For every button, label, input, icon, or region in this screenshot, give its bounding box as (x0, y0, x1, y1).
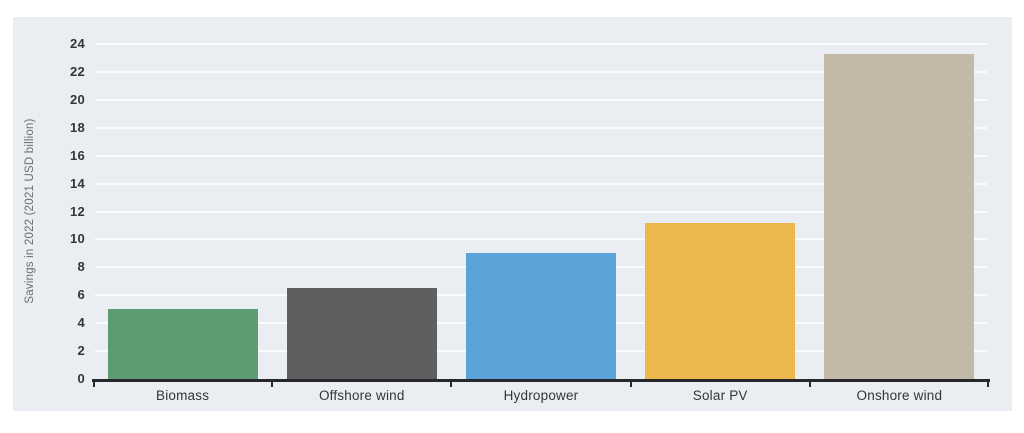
y-tick-label: 14 (69, 175, 85, 191)
x-axis-tick (987, 379, 989, 387)
x-axis-line (92, 379, 990, 382)
y-axis-title: Savings in 2022 (2021 USD billion) (24, 118, 36, 304)
plot-area: 0 2 4 6 8 10 12 14 16 18 20 22 24 Biomass Offshore wi… (70, 36, 990, 403)
y-tick-label: 6 (77, 287, 85, 303)
y-tick-label: 2 (77, 343, 85, 359)
y-tick-label: 16 (69, 147, 85, 163)
bar-offshore-wind (286, 288, 437, 379)
y-tick-label: 4 (77, 315, 85, 331)
gridline-20 (95, 98, 987, 101)
bar-hydropower (466, 253, 616, 379)
x-tick-label-solar-pv: Solar PV (692, 388, 748, 403)
bar-biomass (107, 309, 258, 379)
gridline-16 (95, 154, 987, 157)
gridline-10 (95, 238, 987, 241)
y-tick-label: 10 (69, 231, 85, 247)
bar-onshore-wind (824, 53, 975, 379)
y-tick-label: 8 (77, 259, 85, 275)
y-tick-label: 24 (69, 36, 85, 51)
y-tick-label: 22 (69, 63, 85, 79)
x-axis-tick (450, 379, 453, 387)
x-axis-tick (93, 379, 95, 387)
x-tick-label-onshore-wind: Onshore wind (856, 388, 943, 403)
x-tick-label-hydropower: Hydropower (503, 388, 579, 403)
y-tick-label: 0 (77, 371, 85, 386)
gridline-12 (95, 210, 987, 213)
x-axis-tick (808, 379, 811, 387)
gridline-24 (95, 43, 987, 45)
x-tick-label-offshore-wind: Offshore wind (318, 388, 405, 403)
y-tick-label: 12 (69, 203, 85, 219)
x-axis-tick (271, 379, 274, 387)
y-tick-label: 20 (69, 91, 85, 107)
gridline-18 (95, 126, 987, 129)
y-tick-labels: 0 2 4 6 8 10 12 14 16 18 20 22 24 (39, 36, 85, 386)
x-tick-label-biomass: Biomass (156, 388, 210, 403)
bar-solar-pv (645, 222, 796, 379)
gridline-14 (95, 182, 987, 185)
x-axis-tick (629, 379, 632, 387)
gridline-22 (95, 70, 987, 73)
y-tick-label: 18 (69, 119, 85, 135)
